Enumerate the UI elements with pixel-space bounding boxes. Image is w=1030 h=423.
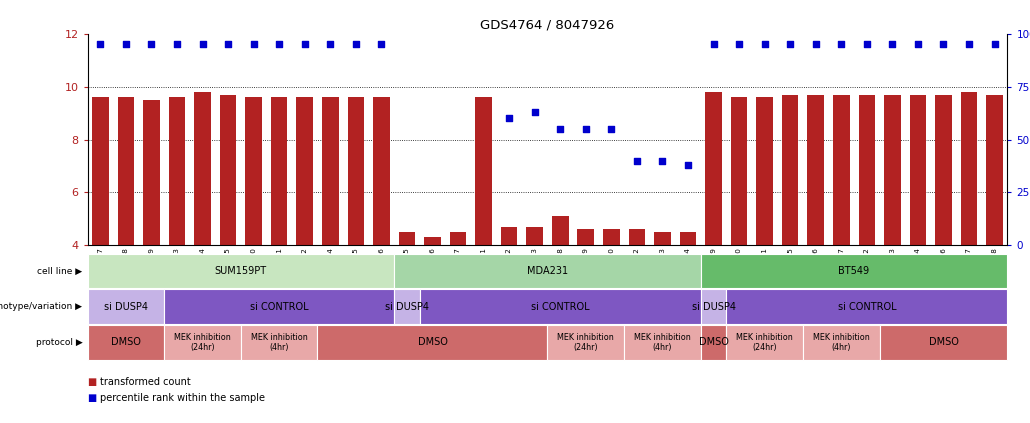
Bar [730,97,748,245]
Bar [424,237,441,245]
Text: BT549: BT549 [838,266,869,276]
Bar [245,97,262,245]
Bar [706,92,722,245]
Text: MEK inhibition
(24hr): MEK inhibition (24hr) [174,332,231,352]
Text: DMSO: DMSO [111,337,141,347]
Bar [884,95,900,245]
Bar [143,100,160,245]
Text: protocol ▶: protocol ▶ [36,338,82,347]
Point [731,41,748,48]
Text: si DUSP4: si DUSP4 [385,302,428,312]
Bar [475,97,492,245]
Bar [169,97,185,245]
Text: MEK inhibition
(24hr): MEK inhibition (24hr) [557,332,614,352]
Point [654,157,671,164]
Point [628,157,645,164]
Text: ■: ■ [88,393,97,403]
Text: si CONTROL: si CONTROL [250,302,309,312]
Point [373,41,389,48]
Bar [833,95,850,245]
Point [782,41,798,48]
Bar [373,97,389,245]
Point [680,162,696,168]
Text: percentile rank within the sample: percentile rank within the sample [100,393,265,403]
Point [117,41,134,48]
Bar [271,97,287,245]
Bar [909,95,926,245]
Text: MEK inhibition
(4hr): MEK inhibition (4hr) [250,332,308,352]
Point [143,41,160,48]
Bar [552,216,569,245]
Text: si DUSP4: si DUSP4 [691,302,735,312]
Point [935,41,952,48]
Bar [628,230,645,245]
Bar [680,232,696,245]
Text: DMSO: DMSO [698,337,728,347]
Point [271,41,287,48]
Text: genotype/variation ▶: genotype/variation ▶ [0,302,82,311]
Bar [756,97,772,245]
Bar [297,97,313,245]
Bar [347,97,365,245]
Text: DMSO: DMSO [928,337,958,347]
Bar [578,230,594,245]
Bar [603,230,620,245]
Text: si DUSP4: si DUSP4 [104,302,148,312]
Point [961,41,977,48]
Bar [117,97,134,245]
Bar [322,97,339,245]
Bar [935,95,952,245]
Point [706,41,722,48]
Text: si CONTROL: si CONTROL [530,302,589,312]
Point [322,41,339,48]
Point [245,41,262,48]
Text: MDA231: MDA231 [527,266,568,276]
Text: MEK inhibition
(4hr): MEK inhibition (4hr) [813,332,869,352]
Point [578,126,594,132]
Bar [501,227,517,245]
Text: cell line ▶: cell line ▶ [37,266,82,276]
Bar [219,95,236,245]
Point [501,115,517,122]
Bar [859,95,876,245]
Bar [92,97,108,245]
Bar [808,95,824,245]
Point [808,41,824,48]
Bar [782,95,798,245]
Bar [987,95,1003,245]
Point [169,41,185,48]
Text: SUM159PT: SUM159PT [215,266,267,276]
Point [987,41,1003,48]
Point [219,41,236,48]
Bar [961,92,977,245]
Point [833,41,850,48]
Point [909,41,926,48]
Bar [195,92,211,245]
Bar [399,232,415,245]
Point [195,41,211,48]
Point [859,41,876,48]
Point [756,41,772,48]
Title: GDS4764 / 8047926: GDS4764 / 8047926 [480,18,615,31]
Point [884,41,900,48]
Bar [654,232,671,245]
Bar [450,232,467,245]
Text: ■: ■ [88,376,97,387]
Point [92,41,108,48]
Text: MEK inhibition
(24hr): MEK inhibition (24hr) [736,332,793,352]
Point [297,41,313,48]
Text: transformed count: transformed count [100,376,191,387]
Point [552,126,569,132]
Bar [526,227,543,245]
Point [347,41,364,48]
Point [526,109,543,115]
Text: si CONTROL: si CONTROL [837,302,896,312]
Text: MEK inhibition
(4hr): MEK inhibition (4hr) [634,332,691,352]
Point [604,126,620,132]
Text: DMSO: DMSO [417,337,447,347]
